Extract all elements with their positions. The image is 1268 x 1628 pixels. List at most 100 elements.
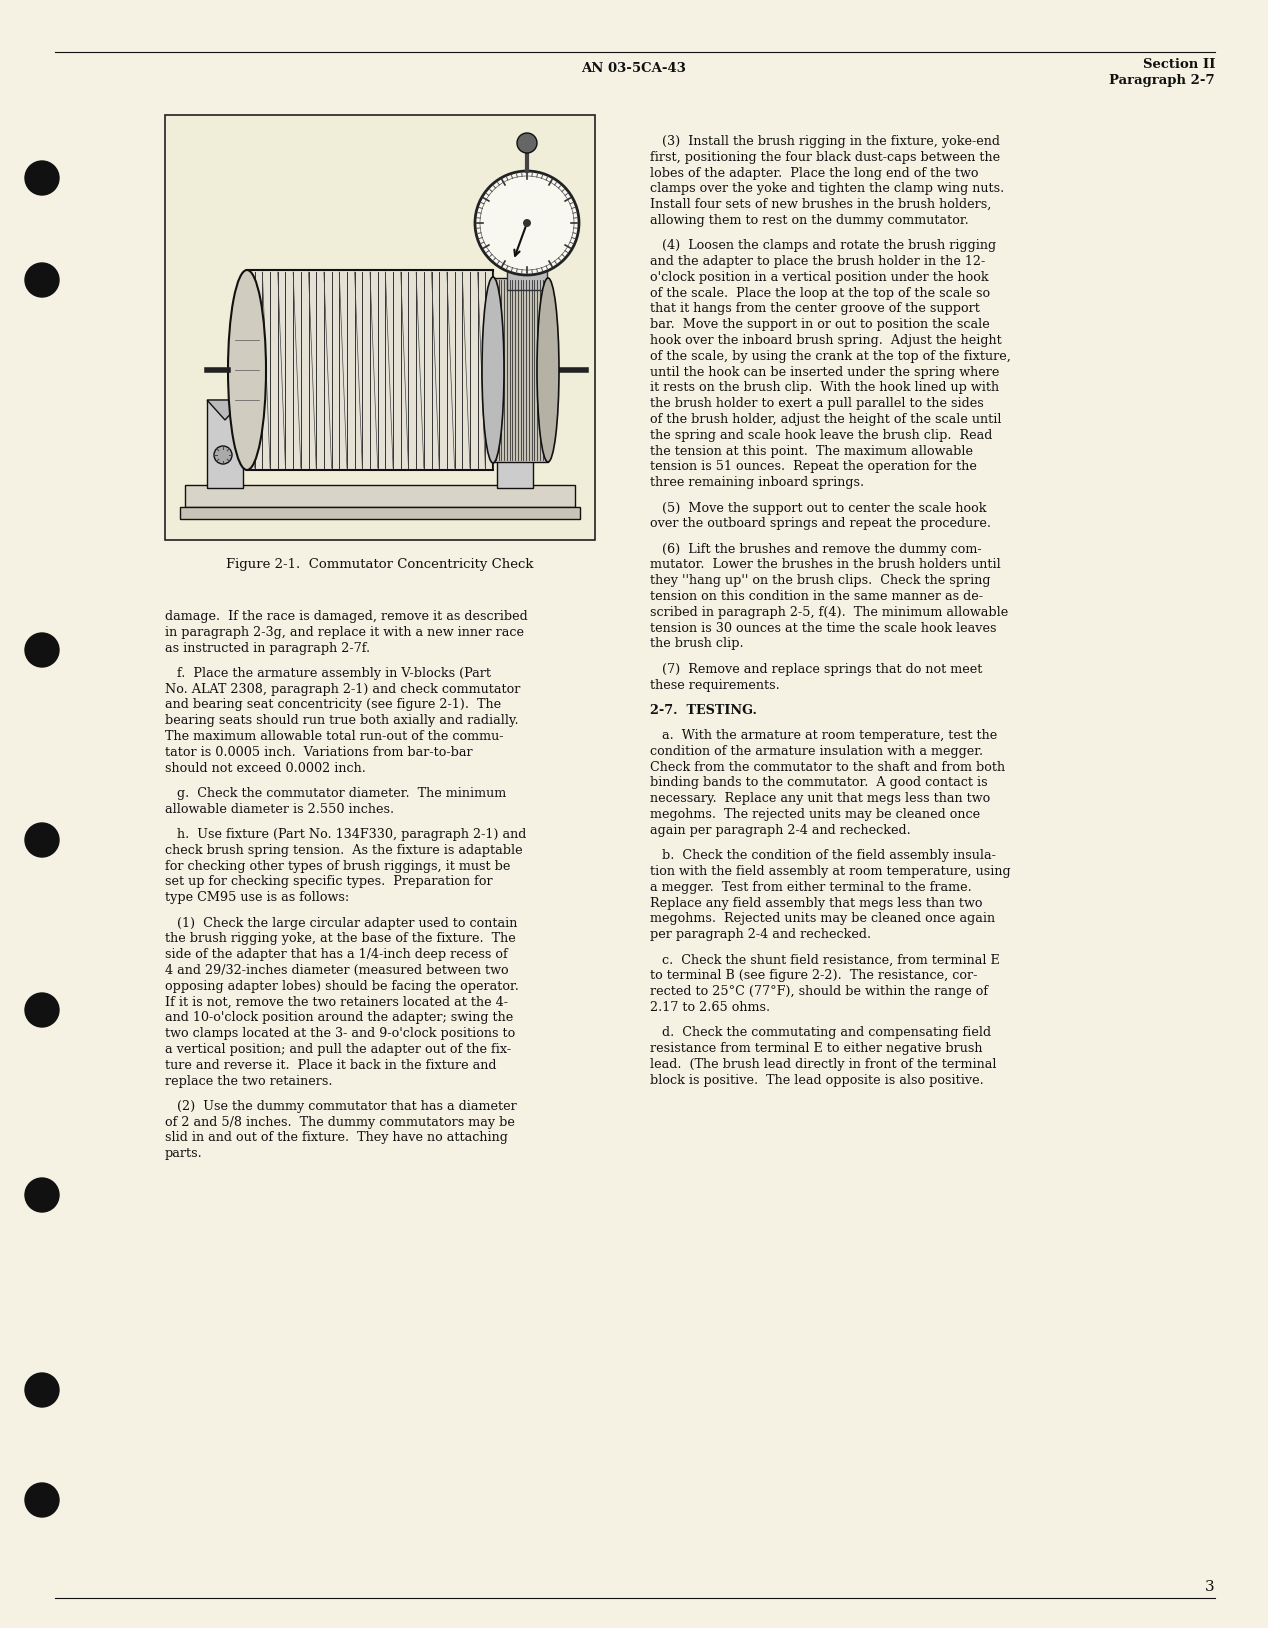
Text: The maximum allowable total run-out of the commu-: The maximum allowable total run-out of t… — [165, 729, 503, 742]
Text: over the outboard springs and repeat the procedure.: over the outboard springs and repeat the… — [650, 518, 992, 531]
Text: of 2 and 5/8 inches.  The dummy commutators may be: of 2 and 5/8 inches. The dummy commutato… — [165, 1115, 515, 1128]
Text: (1)  Check the large circular adapter used to contain: (1) Check the large circular adapter use… — [165, 917, 517, 930]
Text: megohms.  The rejected units may be cleaned once: megohms. The rejected units may be clean… — [650, 807, 980, 821]
Text: bar.  Move the support in or out to position the scale: bar. Move the support in or out to posit… — [650, 319, 990, 330]
Ellipse shape — [538, 278, 559, 462]
Text: (3)  Install the brush rigging in the fixture, yoke-end: (3) Install the brush rigging in the fix… — [650, 135, 1000, 148]
Text: three remaining inboard springs.: three remaining inboard springs. — [650, 477, 864, 490]
Bar — [247, 270, 493, 470]
Text: tension on this condition in the same manner as de-: tension on this condition in the same ma… — [650, 589, 983, 602]
Text: opposing adapter lobes) should be facing the operator.: opposing adapter lobes) should be facing… — [165, 980, 519, 993]
Text: (6)  Lift the brushes and remove the dummy com-: (6) Lift the brushes and remove the dumm… — [650, 542, 981, 555]
Circle shape — [25, 264, 60, 296]
Text: ture and reverse it.  Place it back in the fixture and: ture and reverse it. Place it back in th… — [165, 1058, 497, 1071]
Text: the tension at this point.  The maximum allowable: the tension at this point. The maximum a… — [650, 444, 973, 457]
Circle shape — [25, 1483, 60, 1517]
Text: If it is not, remove the two retainers located at the 4-: If it is not, remove the two retainers l… — [165, 995, 508, 1008]
Text: the spring and scale hook leave the brush clip.  Read: the spring and scale hook leave the brus… — [650, 428, 993, 441]
Text: d.  Check the commutating and compensating field: d. Check the commutating and compensatin… — [650, 1026, 992, 1039]
Text: to terminal B (see figure 2-2).  The resistance, cor-: to terminal B (see figure 2-2). The resi… — [650, 969, 978, 982]
Text: first, positioning the four black dust-caps between the: first, positioning the four black dust-c… — [650, 151, 1000, 164]
Polygon shape — [207, 400, 243, 420]
Text: b.  Check the condition of the field assembly insula-: b. Check the condition of the field asse… — [650, 850, 995, 863]
Text: clamps over the yoke and tighten the clamp wing nuts.: clamps over the yoke and tighten the cla… — [650, 182, 1004, 195]
Text: these requirements.: these requirements. — [650, 679, 780, 692]
Text: Check from the commutator to the shaft and from both: Check from the commutator to the shaft a… — [650, 760, 1006, 773]
Text: they ''hang up'' on the brush clips.  Check the spring: they ''hang up'' on the brush clips. Che… — [650, 575, 990, 588]
Bar — [493, 278, 548, 462]
Circle shape — [25, 1179, 60, 1211]
Text: two clamps located at the 3- and 9-o'clock positions to: two clamps located at the 3- and 9-o'clo… — [165, 1027, 515, 1040]
Polygon shape — [497, 400, 533, 420]
Text: Install four sets of new brushes in the brush holders,: Install four sets of new brushes in the … — [650, 199, 992, 212]
Text: condition of the armature insulation with a megger.: condition of the armature insulation wit… — [650, 746, 983, 759]
Text: allowable diameter is 2.550 inches.: allowable diameter is 2.550 inches. — [165, 803, 394, 816]
Text: and the adapter to place the brush holder in the 12-: and the adapter to place the brush holde… — [650, 256, 985, 269]
Text: a megger.  Test from either terminal to the frame.: a megger. Test from either terminal to t… — [650, 881, 971, 894]
Text: necessary.  Replace any unit that megs less than two: necessary. Replace any unit that megs le… — [650, 793, 990, 806]
Text: per paragraph 2-4 and rechecked.: per paragraph 2-4 and rechecked. — [650, 928, 871, 941]
Text: bearing seats should run true both axially and radially.: bearing seats should run true both axial… — [165, 715, 519, 728]
Text: Paragraph 2-7: Paragraph 2-7 — [1110, 73, 1215, 86]
Text: Figure 2-1.  Commutator Concentricity Check: Figure 2-1. Commutator Concentricity Che… — [226, 558, 534, 571]
Ellipse shape — [482, 277, 503, 462]
Text: of the scale, by using the crank at the top of the fixture,: of the scale, by using the crank at the … — [650, 350, 1011, 363]
Text: Replace any field assembly that megs less than two: Replace any field assembly that megs les… — [650, 897, 983, 910]
Text: as instructed in paragraph 2-7f.: as instructed in paragraph 2-7f. — [165, 641, 370, 654]
Bar — [165, 116, 595, 540]
Text: the brush holder to exert a pull parallel to the sides: the brush holder to exert a pull paralle… — [650, 397, 984, 410]
Text: again per paragraph 2-4 and rechecked.: again per paragraph 2-4 and rechecked. — [650, 824, 910, 837]
Text: slid in and out of the fixture.  They have no attaching: slid in and out of the fixture. They hav… — [165, 1131, 508, 1144]
Circle shape — [25, 993, 60, 1027]
Circle shape — [522, 220, 531, 226]
Text: allowing them to rest on the dummy commutator.: allowing them to rest on the dummy commu… — [650, 213, 969, 226]
Text: until the hook can be inserted under the spring where: until the hook can be inserted under the… — [650, 366, 999, 379]
Text: block is positive.  The lead opposite is also positive.: block is positive. The lead opposite is … — [650, 1073, 984, 1086]
Bar — [497, 400, 533, 488]
Text: rected to 25°C (77°F), should be within the range of: rected to 25°C (77°F), should be within … — [650, 985, 988, 998]
Text: and bearing seat concentricity (see figure 2-1).  The: and bearing seat concentricity (see figu… — [165, 698, 501, 711]
Circle shape — [25, 161, 60, 195]
Text: type CM95 use is as follows:: type CM95 use is as follows: — [165, 891, 349, 904]
Text: of the scale.  Place the loop at the top of the scale so: of the scale. Place the loop at the top … — [650, 287, 990, 300]
Text: in paragraph 2-3g, and replace it with a new inner race: in paragraph 2-3g, and replace it with a… — [165, 625, 524, 638]
Text: lead.  (The brush lead directly in front of the terminal: lead. (The brush lead directly in front … — [650, 1058, 997, 1071]
Circle shape — [517, 133, 538, 153]
Text: damage.  If the race is damaged, remove it as described: damage. If the race is damaged, remove i… — [165, 610, 527, 624]
Text: (5)  Move the support out to center the scale hook: (5) Move the support out to center the s… — [650, 501, 987, 514]
Text: g.  Check the commutator diameter.  The minimum: g. Check the commutator diameter. The mi… — [165, 786, 506, 799]
Bar — [180, 506, 579, 519]
Text: set up for checking specific types.  Preparation for: set up for checking specific types. Prep… — [165, 876, 493, 889]
Text: 2-7.  TESTING.: 2-7. TESTING. — [650, 703, 757, 716]
Text: that it hangs from the center groove of the support: that it hangs from the center groove of … — [650, 303, 980, 316]
Text: check brush spring tension.  As the fixture is adaptable: check brush spring tension. As the fixtu… — [165, 843, 522, 856]
Text: No. ALAT 2308, paragraph 2-1) and check commutator: No. ALAT 2308, paragraph 2-1) and check … — [165, 682, 520, 695]
Bar — [166, 116, 593, 539]
Text: (2)  Use the dummy commutator that has a diameter: (2) Use the dummy commutator that has a … — [165, 1101, 517, 1114]
Ellipse shape — [228, 270, 266, 470]
Text: and 10-o'clock position around the adapter; swing the: and 10-o'clock position around the adapt… — [165, 1011, 514, 1024]
Text: h.  Use fixture (Part No. 134F330, paragraph 2-1) and: h. Use fixture (Part No. 134F330, paragr… — [165, 829, 526, 842]
Text: AN 03-5CA-43: AN 03-5CA-43 — [582, 62, 686, 75]
Text: mutator.  Lower the brushes in the brush holders until: mutator. Lower the brushes in the brush … — [650, 558, 1000, 571]
Text: for checking other types of brush riggings, it must be: for checking other types of brush riggin… — [165, 860, 511, 873]
Text: 4 and 29/32-inches diameter (measured between two: 4 and 29/32-inches diameter (measured be… — [165, 964, 508, 977]
Circle shape — [25, 633, 60, 667]
Text: Section II: Section II — [1142, 59, 1215, 72]
Text: replace the two retainers.: replace the two retainers. — [165, 1074, 332, 1088]
Text: tension is 51 ounces.  Repeat the operation for the: tension is 51 ounces. Repeat the operati… — [650, 461, 976, 474]
Circle shape — [214, 446, 232, 464]
Text: a vertical position; and pull the adapter out of the fix-: a vertical position; and pull the adapte… — [165, 1044, 511, 1057]
Text: binding bands to the commutator.  A good contact is: binding bands to the commutator. A good … — [650, 777, 988, 790]
Text: of the brush holder, adjust the height of the scale until: of the brush holder, adjust the height o… — [650, 414, 1002, 427]
Text: tension is 30 ounces at the time the scale hook leaves: tension is 30 ounces at the time the sca… — [650, 622, 997, 635]
Text: hook over the inboard brush spring.  Adjust the height: hook over the inboard brush spring. Adju… — [650, 334, 1002, 347]
Circle shape — [25, 824, 60, 856]
Circle shape — [476, 171, 579, 275]
Text: the brush rigging yoke, at the base of the fixture.  The: the brush rigging yoke, at the base of t… — [165, 933, 516, 946]
Bar — [507, 270, 547, 290]
Text: the brush clip.: the brush clip. — [650, 638, 743, 651]
Circle shape — [25, 1372, 60, 1407]
Text: megohms.  Rejected units may be cleaned once again: megohms. Rejected units may be cleaned o… — [650, 912, 995, 925]
Text: (7)  Remove and replace springs that do not meet: (7) Remove and replace springs that do n… — [650, 663, 983, 676]
